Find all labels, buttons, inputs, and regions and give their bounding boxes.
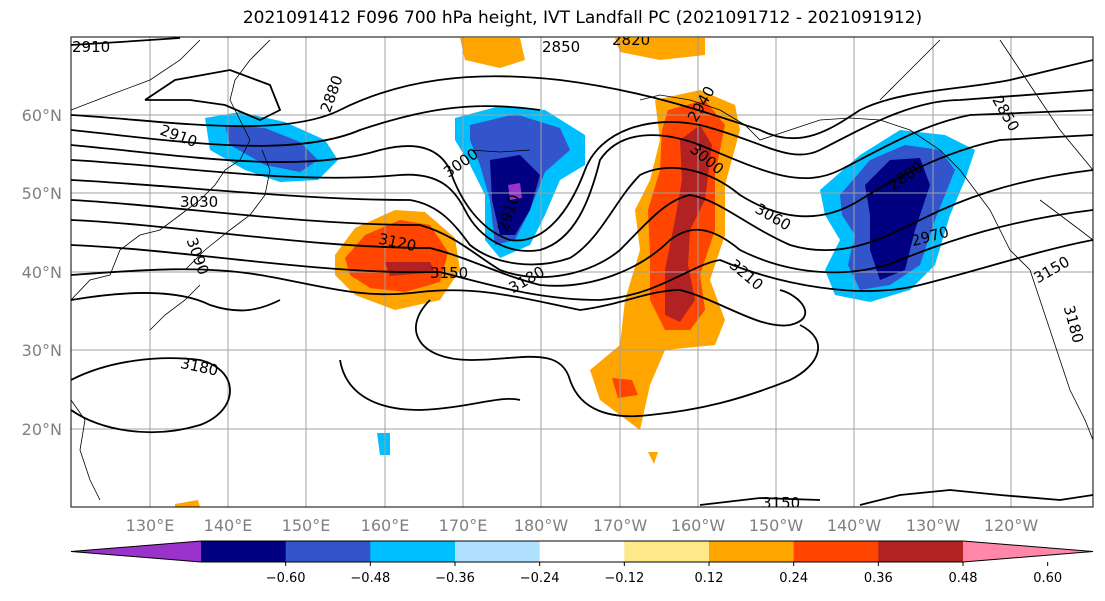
lon-label: 170°W [593,516,648,535]
lon-label: 150°E [282,516,331,535]
lat-label: 30°N [22,341,62,360]
lat-label: 60°N [22,106,62,125]
ivt-shading [175,38,975,507]
lon-label: 140°W [827,516,882,535]
graticule [71,37,1093,507]
colorbar-segment [285,541,371,562]
contour-label: 2850 [542,38,580,56]
colorbar: −0.60 −0.48 −0.36 −0.24 −0.12 0.12 0.24 0.36 0.4… [70,540,1094,586]
latitude-labels: 60°N 50°N 40°N 30°N 20°N [22,106,62,439]
map-title: 2021091412 F096 700 hPa height, IVT Land… [242,8,923,28]
colorbar-segment [539,541,625,562]
pos-region [615,38,705,60]
colorbar-segment [624,541,710,562]
colorbar-tick-label: −0.12 [604,571,644,586]
contour-label: 3150 [762,494,800,512]
colorbar-tick-label: 0.60 [1033,571,1062,586]
lon-label: 130°E [126,516,175,535]
colorbar-segment [455,541,541,562]
plot-frame [70,36,1094,508]
neg-region [508,183,522,200]
colorbar-segment [370,541,456,562]
colorbar-tick-label: −0.48 [350,571,390,586]
pos-region [648,452,658,464]
colorbar-tick-label: −0.36 [435,571,475,586]
lat-label: 50°N [22,184,62,203]
colorbar-segment [709,541,795,562]
colorbar-extend-min [71,541,201,562]
colorbar-tick-label: 0.48 [949,571,978,586]
colorbar-tick-label: −0.24 [520,571,560,586]
contour-labels: 2910 2850 2820 2880 2910 3000 2940 3000 … [72,31,1087,512]
lon-label: 150°W [749,516,804,535]
contour-label: 3030 [180,193,218,211]
lat-label: 20°N [22,420,62,439]
pos-region [345,220,448,292]
lon-label: 170°E [439,516,488,535]
colorbar-tick-label: −0.60 [266,571,306,586]
pos-region [612,378,638,398]
pos-region [460,38,525,68]
lon-label: 130°W [906,516,961,535]
colorbar-tick-label: 0.12 [695,571,724,586]
pos-region [175,500,200,507]
lat-label: 40°N [22,263,62,282]
neg-region [865,158,930,280]
contour-label: 2910 [72,38,110,56]
lon-label: 180°W [514,516,569,535]
lon-label: 140°E [204,516,253,535]
colorbar-segment [878,541,964,562]
colorbar-segment [793,541,879,562]
colorbar-outline [70,540,1094,563]
pos-region [665,125,712,322]
colorbar-tick-label: 0.24 [779,571,808,586]
lon-label: 120°W [984,516,1039,535]
colorbar-extend-max [963,541,1093,562]
coastlines [71,39,1093,501]
neg-region [377,433,390,455]
longitude-labels: 130°E 140°E 150°E 160°E 170°E 180°W 170°… [126,516,1039,535]
colorbar-tick-label: 0.36 [864,571,893,586]
colorbar-segment [201,541,287,562]
contour-label: 3150 [430,264,468,282]
lon-label: 160°W [671,516,726,535]
contour-label: 2820 [612,31,650,49]
lon-label: 160°E [361,516,410,535]
height-contours [71,37,1093,506]
